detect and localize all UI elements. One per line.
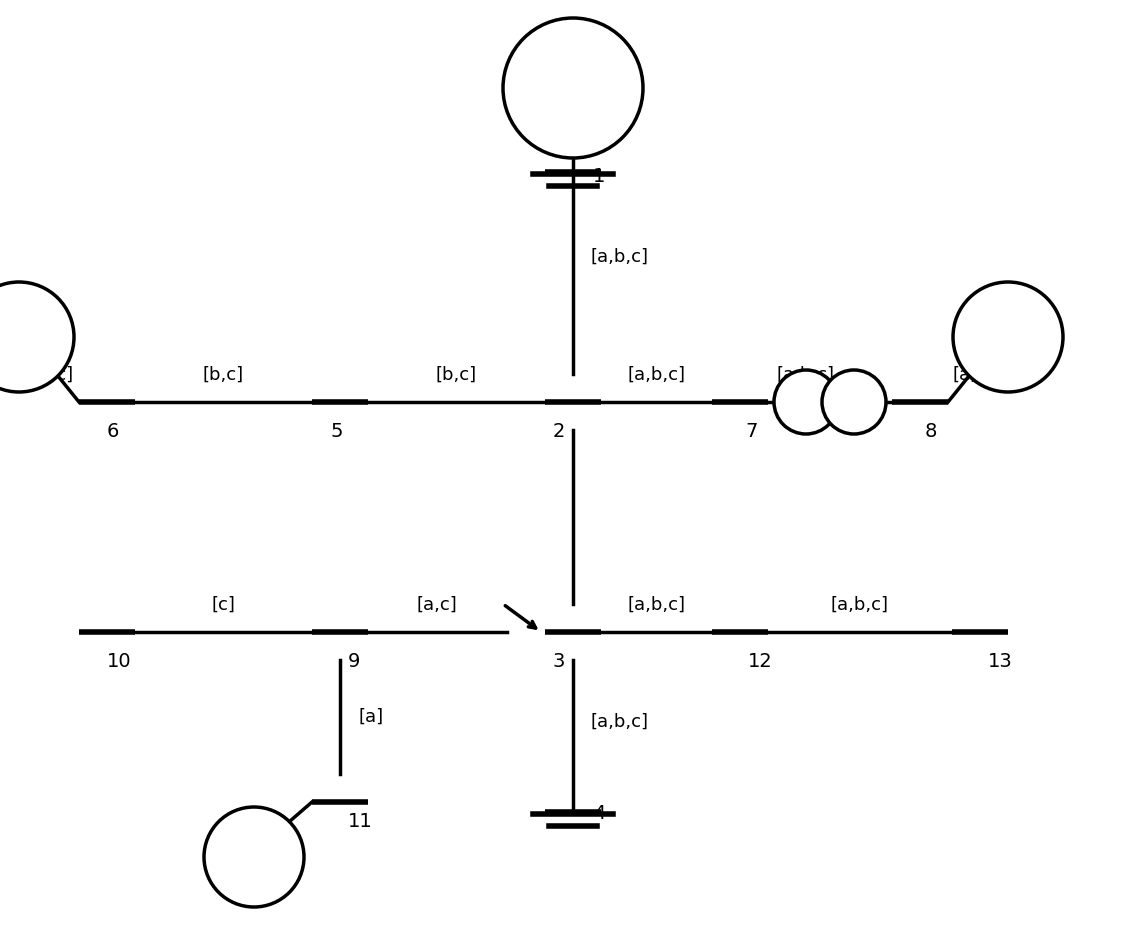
Text: 9: 9 <box>348 652 360 671</box>
Text: 10: 10 <box>107 652 132 671</box>
Text: [a,b,c]: [a,b,c] <box>591 713 649 731</box>
Text: 2: 2 <box>554 422 565 441</box>
Circle shape <box>953 282 1063 392</box>
Text: 7: 7 <box>745 422 758 441</box>
Text: 6: 6 <box>107 422 119 441</box>
Text: [a,b,c]: [a,b,c] <box>953 366 1011 384</box>
Text: [a,b,c]: [a,b,c] <box>831 596 889 614</box>
Text: WT: WT <box>238 848 269 867</box>
Text: [a,c]: [a,c] <box>416 596 457 614</box>
Circle shape <box>503 18 643 158</box>
Text: [b,c]: [b,c] <box>33 366 74 384</box>
Circle shape <box>822 370 886 434</box>
Text: 1: 1 <box>592 167 605 186</box>
Circle shape <box>0 282 74 392</box>
Text: 5: 5 <box>330 422 343 441</box>
Text: [a,b,c]: [a,b,c] <box>628 596 685 614</box>
Text: 11: 11 <box>348 812 372 831</box>
Text: 8: 8 <box>925 422 937 441</box>
Text: [a]: [a] <box>358 708 383 726</box>
Text: G: G <box>558 71 588 105</box>
Text: 13: 13 <box>988 652 1013 671</box>
Text: [a]: [a] <box>259 835 284 853</box>
Text: [a,b,c]: [a,b,c] <box>628 366 685 384</box>
Circle shape <box>204 807 304 907</box>
Text: [a,b,c]: [a,b,c] <box>591 248 649 266</box>
Text: 12: 12 <box>748 652 772 671</box>
Text: 4: 4 <box>592 804 605 823</box>
Text: PV: PV <box>6 327 32 347</box>
Text: [c]: [c] <box>212 596 235 614</box>
Text: [b,c]: [b,c] <box>435 366 477 384</box>
Text: [a,b,c]: [a,b,c] <box>776 366 834 384</box>
Text: 3: 3 <box>554 652 565 671</box>
Circle shape <box>774 370 838 434</box>
Text: PV: PV <box>995 327 1021 347</box>
Text: [b,c]: [b,c] <box>203 366 244 384</box>
